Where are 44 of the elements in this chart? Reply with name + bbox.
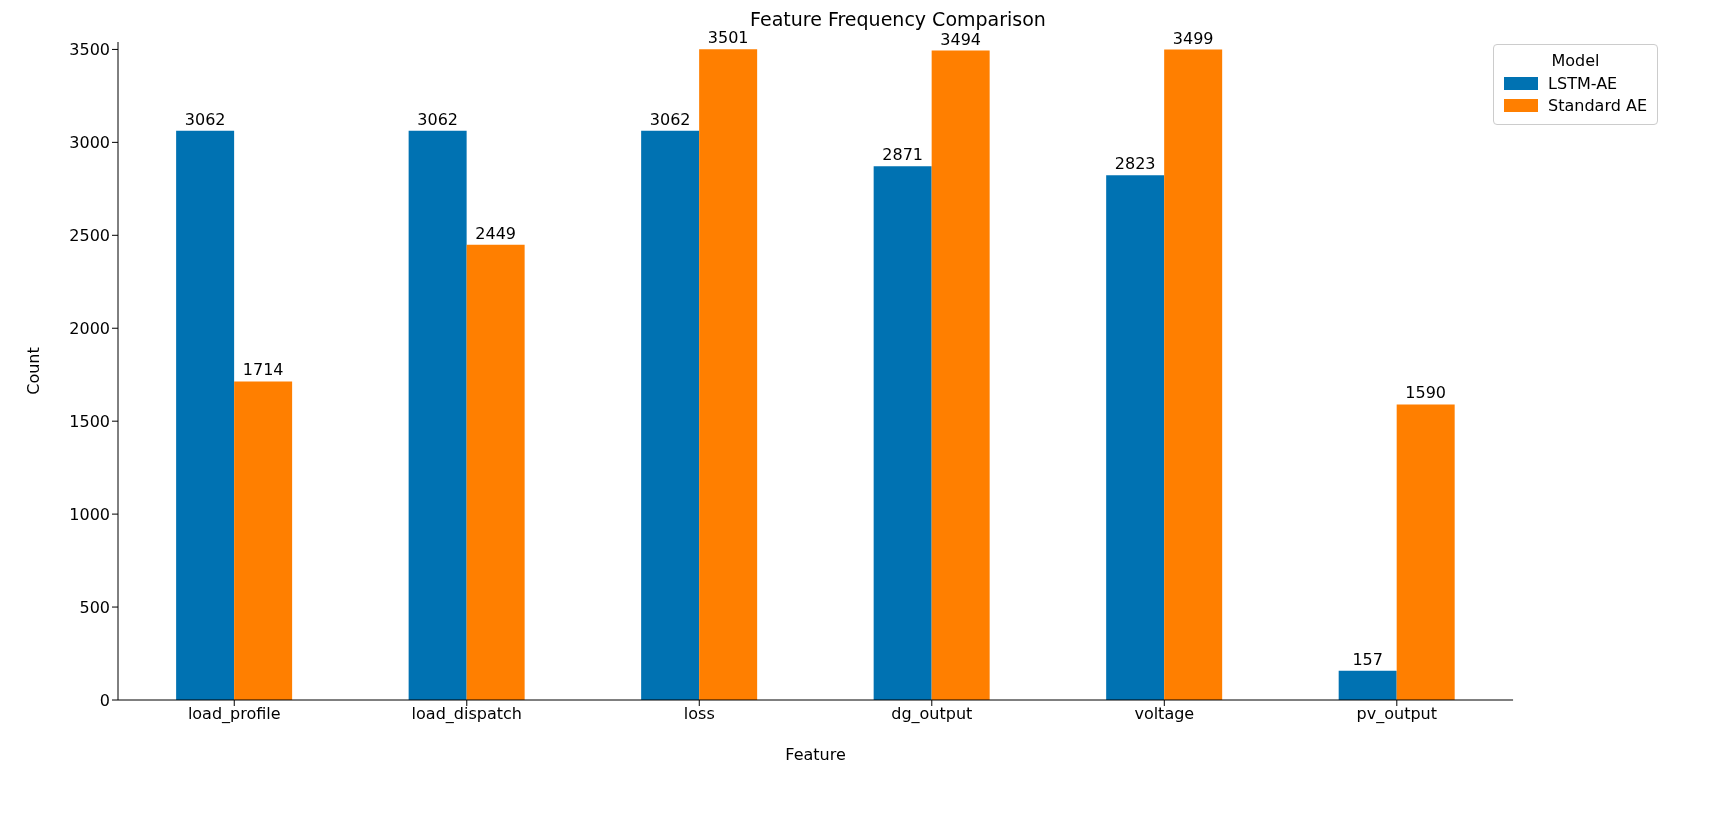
data-label: 2823: [1114, 154, 1156, 174]
data-label: 3062: [417, 109, 458, 129]
x-tick-label: loss: [683, 704, 715, 724]
y-tick-label: 2000: [69, 318, 110, 338]
bar: [1164, 49, 1223, 700]
bar: [234, 381, 293, 700]
bar: [408, 130, 467, 700]
bar: [1106, 175, 1165, 700]
data-label: 3062: [649, 109, 691, 129]
x-tick-label: load_profile: [187, 704, 281, 725]
y-tick-label: 1500: [69, 411, 110, 431]
data-label: 3062: [184, 109, 226, 129]
bar: [699, 49, 758, 700]
x-tick-label: pv_output: [1356, 704, 1438, 725]
x-tick-label: dg_output: [891, 704, 973, 725]
data-label: 2871: [882, 145, 924, 165]
y-tick-label: 3500: [69, 40, 110, 60]
y-tick-label: 1000: [69, 504, 110, 524]
bar: [176, 130, 235, 700]
legend-label: LSTM-AE: [1548, 74, 1618, 93]
data-label: 3494: [940, 29, 982, 49]
chart-title: Feature Frequency Comparison: [749, 8, 1047, 30]
y-tick-label: 3000: [69, 133, 110, 153]
x-axis-title: Feature: [785, 745, 846, 764]
x-tick-label: voltage: [1134, 704, 1195, 724]
y-tick-label: 0: [99, 690, 110, 710]
bar: [1338, 670, 1397, 700]
data-label: 2449: [475, 223, 516, 243]
y-tick-label: 500: [79, 597, 110, 617]
y-tick-label: 2500: [69, 225, 110, 245]
data-label: 3499: [1172, 28, 1214, 48]
legend-label: Standard AE: [1548, 96, 1647, 115]
x-tick-label: load_dispatch: [411, 704, 522, 725]
bar: [931, 50, 990, 700]
bar: [1396, 404, 1455, 700]
bar: [466, 244, 525, 700]
data-label: 1714: [242, 360, 284, 380]
bar: [873, 166, 932, 700]
data-label: 1590: [1405, 383, 1447, 403]
data-label: 3501: [707, 28, 749, 48]
legend-title: Model: [1550, 51, 1601, 70]
bar: [641, 130, 700, 700]
data-label: 157: [1352, 649, 1383, 669]
y-axis-title: Count: [23, 347, 43, 395]
